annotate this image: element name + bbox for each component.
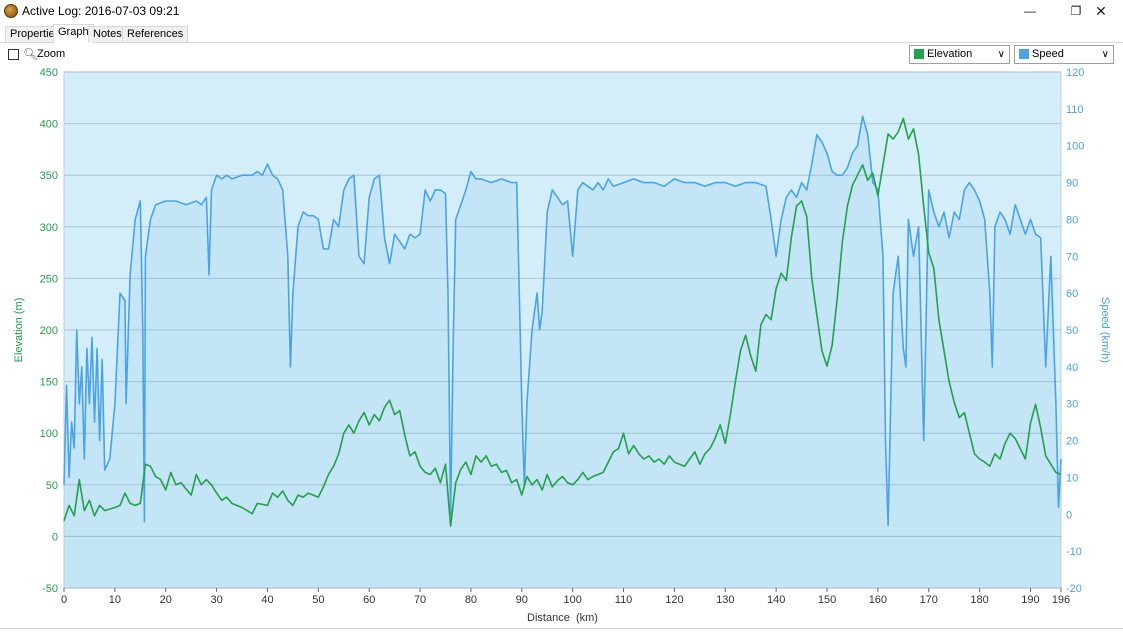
- y-left-tick-label: 150: [40, 377, 58, 389]
- y-right-tick-label: 100: [1066, 141, 1084, 153]
- x-tick-label: 80: [465, 594, 477, 606]
- zoom-label: Zoom: [37, 48, 66, 60]
- x-tick-label: 110: [615, 594, 633, 606]
- y-left-tick-label: 450: [40, 68, 58, 79]
- x-tick-label: 130: [716, 594, 734, 606]
- y-right-tick-label: 70: [1066, 251, 1078, 263]
- minimize-button[interactable]: —: [1024, 4, 1036, 18]
- y-right-tick-label: 40: [1066, 362, 1078, 374]
- close-button[interactable]: ✕: [1095, 2, 1107, 19]
- right-axis-selector-label: Speed: [1032, 48, 1064, 60]
- x-tick-label: 140: [767, 594, 785, 606]
- tab-references[interactable]: References: [122, 26, 189, 42]
- x-tick-label: 0: [61, 594, 67, 606]
- x-tick-label: 20: [160, 594, 172, 606]
- y-right-axis-title: Speed (km/h): [1099, 297, 1111, 363]
- y-right-tick-label: 10: [1066, 472, 1078, 484]
- y-left-tick-label: 300: [40, 222, 58, 234]
- left-axis-selector[interactable]: Elevation ∨: [909, 45, 1010, 64]
- elevation-series-line: [63, 117, 1062, 527]
- y-right-tick-label: -10: [1066, 546, 1082, 558]
- chevron-down-icon: ∨: [997, 49, 1005, 60]
- speed-swatch: [1019, 49, 1029, 59]
- x-tick-label: 40: [261, 594, 273, 606]
- x-tick-label: 120: [665, 594, 683, 606]
- speed-series-area: [64, 116, 1061, 588]
- y-left-tick-label: 200: [40, 325, 58, 337]
- x-tick-label: 170: [920, 594, 938, 606]
- tab-notes[interactable]: Notes: [88, 26, 127, 42]
- y-left-tick-label: 250: [40, 273, 58, 285]
- restore-button[interactable]: ❐: [1070, 4, 1082, 18]
- y-right-tick-label: 90: [1066, 178, 1078, 190]
- zoom-checkbox[interactable]: [8, 49, 19, 60]
- y-left-tick-label: -50: [42, 583, 58, 595]
- window-title: Active Log: 2016-07-03 09:21: [22, 4, 180, 18]
- speed-series-line: [63, 115, 1062, 527]
- x-axis-title: Distance (km): [527, 612, 598, 624]
- y-right-tick-label: 120: [1066, 68, 1084, 79]
- y-left-tick-label: 50: [46, 480, 58, 492]
- x-tick-label: 30: [210, 594, 222, 606]
- tab-properties[interactable]: Properties: [5, 26, 66, 42]
- x-tick-label: 50: [312, 594, 324, 606]
- x-tick-label: 180: [970, 594, 988, 606]
- y-right-tick-label: 60: [1066, 288, 1078, 300]
- window-bottom-border: [0, 628, 1123, 629]
- y-left-tick-label: 0: [52, 531, 58, 543]
- right-axis-selector[interactable]: Speed ∨: [1014, 45, 1114, 64]
- y-left-tick-label: 350: [40, 170, 58, 182]
- x-tick-label: 100: [563, 594, 581, 606]
- title-bar: Active Log: 2016-07-03 09:21 — ❐ ✕: [0, 0, 1123, 22]
- x-tick-label: 150: [818, 594, 836, 606]
- left-axis-selector-label: Elevation: [927, 48, 973, 60]
- y-left-axis-title: Elevation (m): [13, 298, 25, 363]
- y-right-tick-label: 110: [1066, 104, 1084, 116]
- y-right-tick-label: 80: [1066, 214, 1078, 226]
- x-tick-label: 10: [109, 594, 121, 606]
- x-tick-label: 190: [1021, 594, 1039, 606]
- x-tick-label: 196: [1052, 594, 1070, 606]
- tab-graph[interactable]: Graph: [53, 24, 94, 43]
- tab-bar: Properties Graph Notes References: [0, 24, 1123, 43]
- elevation-speed-chart: -50050100150200250300350400450-20-100102…: [13, 68, 1111, 624]
- y-right-tick-label: 0: [1066, 509, 1072, 521]
- y-right-tick-label: 20: [1066, 436, 1078, 448]
- y-left-tick-label: 400: [40, 119, 58, 131]
- y-right-tick-label: -20: [1066, 583, 1082, 595]
- x-tick-label: 60: [363, 594, 375, 606]
- magnifier-icon: 🔍︎: [23, 47, 39, 61]
- x-tick-label: 90: [516, 594, 528, 606]
- elevation-swatch: [914, 49, 924, 59]
- app-icon: [4, 4, 18, 18]
- chevron-down-icon: ∨: [1101, 49, 1109, 60]
- x-tick-label: 70: [414, 594, 426, 606]
- y-right-tick-label: 30: [1066, 399, 1078, 411]
- x-tick-label: 160: [869, 594, 887, 606]
- y-right-tick-label: 50: [1066, 325, 1078, 337]
- y-left-tick-label: 100: [40, 428, 58, 440]
